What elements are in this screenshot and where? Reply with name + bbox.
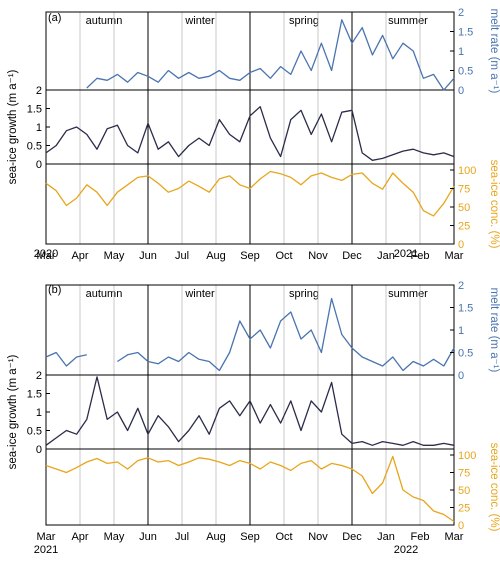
series-line-melt-rate [86,19,455,91]
plot-frame [45,11,455,245]
y-tick-label: 0 [36,159,42,171]
y-tick-label: 1 [36,122,42,134]
x-tick-label: Jul [175,250,189,262]
y-axis-label-right-conc: sea-ice conc. (%) [488,443,500,532]
y-axis-label-left: sea-ice growth (m a⁻¹) [7,354,19,469]
x-tick-label: Oct [275,531,292,543]
y-tick-label: 1 [458,325,464,337]
y-tick-label: 2 [458,280,464,292]
plot-frame [45,284,455,526]
panel-a: (a) autumn winter spring summer 2020 202… [7,7,500,262]
panel-label: (a) [48,12,61,24]
series-line-melt-rate [45,297,455,372]
x-tick-label: Mar [445,531,464,543]
x-tick-label: Apr [71,250,88,262]
year-label-mid: 2021 [394,248,418,260]
y-tick-label: 0 [458,520,464,532]
y-tick-label: 1.5 [27,389,42,401]
y-tick-label: 0.5 [27,141,42,153]
y-tick-label: 1 [458,46,464,58]
y-tick-label: 2 [36,85,42,97]
x-tick-label: Jun [139,531,157,543]
year-label-start: 2021 [34,544,58,556]
series-line-sea-ice-growth [45,376,455,446]
x-tick-label: Mar [37,250,56,262]
series-line-sea-ice-conc- [45,170,455,217]
series-line-sea-ice-conc- [45,455,455,523]
x-tick-label: Apr [71,531,88,543]
y-axis-label-right-melt: melt rate (m a⁻¹) [488,288,500,373]
y-tick-label: 75 [458,468,470,480]
season-label-summer: summer [388,288,428,300]
x-tick-label: Sep [240,531,260,543]
y-tick-label: 75 [458,184,470,196]
y-tick-label: 0 [458,239,464,251]
y-tick-label: 50 [458,202,470,214]
y-tick-label: 1 [36,407,42,419]
series-line-sea-ice-growth [45,106,455,161]
x-tick-label: Feb [411,531,430,543]
panel-b: (b) autumn winter spring summer 2021 202… [7,280,500,556]
y-axis-label-left: sea-ice growth (m a⁻¹) [7,69,19,184]
x-tick-label: Jan [377,250,395,262]
y-tick-label: 25 [458,221,470,233]
season-label-autumn: autumn [86,15,123,27]
y-tick-label: 100 [458,165,476,177]
y-tick-label: 0.5 [27,426,42,438]
panel-label: (b) [48,284,61,296]
x-tick-label: Jul [175,531,189,543]
y-tick-label: 0 [458,370,464,382]
y-tick-label: 0 [36,444,42,456]
y-axis-label-right-conc: sea-ice conc. (%) [488,160,500,249]
y-tick-label: 2 [36,370,42,382]
x-tick-label: May [104,531,125,543]
x-tick-label: Sep [240,250,260,262]
x-tick-label: Dec [342,250,362,262]
y-tick-label: 1.5 [458,27,473,39]
season-label-spring: spring [289,288,319,300]
season-label-autumn: autumn [86,288,123,300]
x-tick-label: Nov [308,250,328,262]
x-tick-label: Nov [308,531,328,543]
x-tick-label: Mar [445,250,464,262]
season-label-summer: summer [388,15,428,27]
y-tick-label: 25 [458,503,470,515]
y-tick-label: 0.5 [458,66,473,78]
y-tick-label: 0 [458,85,464,97]
season-label-winter: winter [184,15,215,27]
y-tick-label: 0.5 [458,348,473,360]
y-tick-label: 100 [458,450,476,462]
x-tick-label: Aug [206,250,226,262]
x-tick-label: May [104,250,125,262]
x-tick-label: Feb [411,250,430,262]
x-tick-label: Oct [275,250,292,262]
y-axis-label-right-melt: melt rate (m a⁻¹) [488,9,500,94]
y-tick-label: 1.5 [458,303,473,315]
year-label-start: 2020 [34,248,58,260]
x-tick-label: Aug [206,531,226,543]
x-tick-label: Jan [377,531,395,543]
y-tick-label: 1.5 [27,104,42,116]
year-label-mid: 2022 [394,544,418,556]
x-tick-label: Jun [139,250,157,262]
season-label-winter: winter [184,288,215,300]
x-tick-label: Mar [37,531,56,543]
x-tick-label: Dec [342,531,362,543]
y-tick-label: 50 [458,485,470,497]
season-label-spring: spring [289,15,319,27]
y-tick-label: 2 [458,7,464,19]
